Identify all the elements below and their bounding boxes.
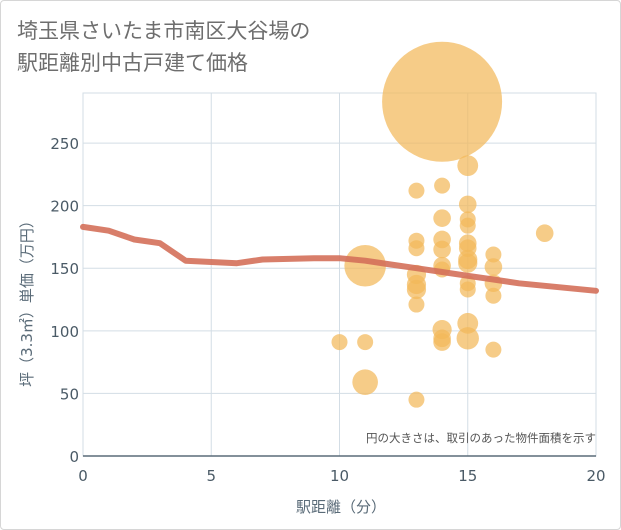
- grid: [82, 92, 597, 457]
- chart-title-line-2: 駅距離別中古戸建て価格: [17, 51, 248, 75]
- data-point: [408, 240, 425, 257]
- data-point: [456, 327, 479, 350]
- x-axis-ticks: 0 5 10 15 20: [78, 467, 605, 485]
- data-point: [344, 244, 386, 287]
- data-point: [457, 155, 479, 177]
- y-tick-label: 0: [69, 448, 79, 466]
- x-axis-label: 駅距離（分）: [296, 498, 386, 516]
- chart-title-line-1: 埼玉県さいたま市南区大谷場の: [17, 19, 311, 43]
- data-point: [485, 246, 502, 263]
- x-tick-label: 5: [206, 467, 216, 485]
- x-tick-label: 10: [330, 467, 349, 485]
- data-point: [382, 41, 503, 162]
- x-tick-label: 0: [78, 467, 88, 485]
- data-point: [485, 341, 502, 358]
- data-point: [535, 224, 554, 242]
- data-point: [484, 258, 503, 276]
- y-tick-label: 250: [50, 135, 79, 153]
- data-point: [459, 281, 476, 298]
- data-point: [433, 209, 451, 227]
- data-point: [357, 334, 374, 351]
- data-point: [406, 279, 427, 300]
- data-point: [434, 177, 451, 194]
- y-tick-label: 100: [50, 323, 79, 341]
- size-note: 円の大きさは、取引のあった物件面積を示す: [366, 431, 596, 445]
- data-point: [459, 217, 476, 234]
- y-axis-label: 坪（3.3㎡）単価（万円）: [18, 213, 36, 387]
- chart-title: 埼玉県さいたま市南区大谷場の 駅距離別中古戸建て価格: [17, 15, 577, 79]
- data-point: [331, 334, 348, 351]
- data-point: [433, 333, 451, 351]
- y-tick-label: 150: [50, 260, 79, 278]
- data-point: [408, 182, 425, 199]
- data-point: [352, 369, 378, 395]
- data-point: [408, 296, 425, 313]
- x-tick-label: 15: [458, 467, 477, 485]
- y-tick-label: 200: [50, 198, 79, 216]
- data-point: [458, 195, 477, 214]
- y-tick-label: 50: [60, 385, 79, 403]
- data-point: [485, 287, 502, 304]
- x-tick-label: 20: [586, 467, 605, 485]
- trend-line: [80, 223, 599, 294]
- data-point: [458, 253, 478, 273]
- y-axis-ticks: 0 50 100 150 200 250: [50, 135, 79, 466]
- bubble-series: [331, 41, 554, 408]
- data-point: [408, 391, 425, 408]
- data-point: [433, 240, 451, 259]
